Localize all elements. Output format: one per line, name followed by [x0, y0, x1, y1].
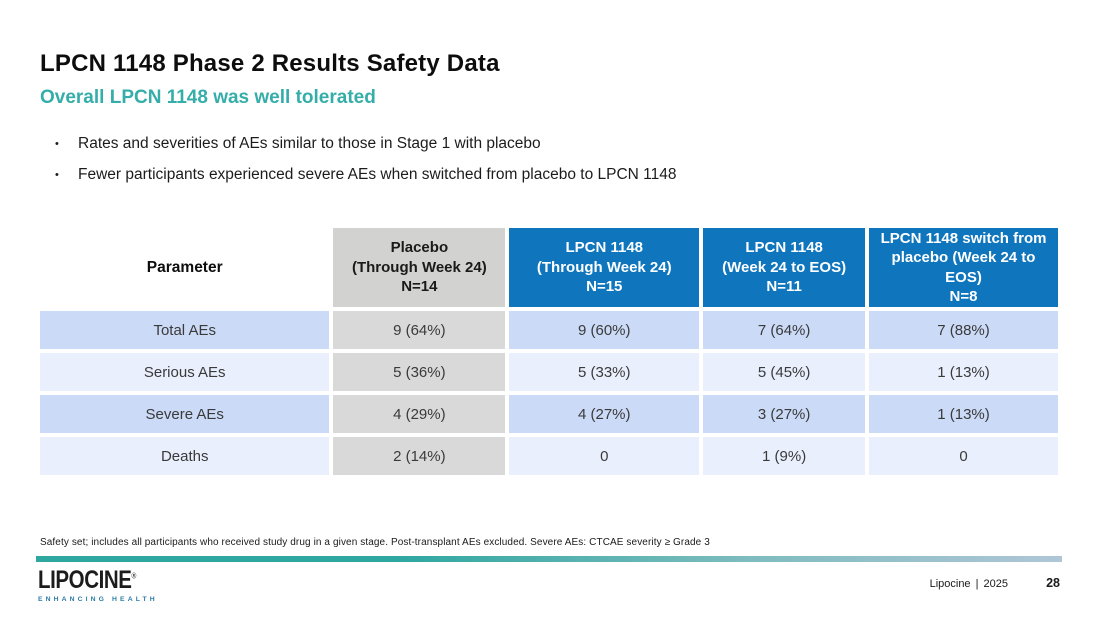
- page-title: LPCN 1148 Phase 2 Results Safety Data: [40, 50, 500, 77]
- bullet-dot-icon: •: [55, 138, 59, 150]
- registered-trademark-icon: ®: [131, 571, 137, 581]
- table-cell: 1 (9%): [701, 435, 868, 477]
- page-number: 28: [1046, 576, 1060, 590]
- table-cell: 2 (14%): [331, 435, 508, 477]
- bullet-text: Fewer participants experienced severe AE…: [78, 166, 677, 183]
- table-row-total-aes: Total AEs 9 (64%) 9 (60%) 7 (64%) 7 (88%…: [38, 309, 1060, 351]
- bullet-item: • Rates and severities of AEs similar to…: [55, 133, 955, 155]
- table-cell: 3 (27%): [701, 393, 868, 435]
- logo-wordmark: LIPOCINE®: [38, 568, 169, 593]
- table-cell: 0: [867, 435, 1060, 477]
- slide-subtitle: Overall LPCN 1148 was well tolerated: [40, 87, 376, 108]
- table-cell: 4 (27%): [507, 393, 702, 435]
- footer-credit: Lipocine | 2025: [929, 578, 1008, 590]
- bullet-list: • Rates and severities of AEs similar to…: [55, 133, 955, 195]
- table-row-serious-aes: Serious AEs 5 (36%) 5 (33%) 5 (45%) 1 (1…: [38, 351, 1060, 393]
- column-header-parameter: Parameter: [38, 226, 332, 309]
- table-cell: 5 (45%): [701, 351, 868, 393]
- accent-divider-bar: [36, 556, 1062, 562]
- table-cell: 5 (36%): [331, 351, 508, 393]
- table-cell: 1 (13%): [867, 351, 1060, 393]
- table-cell: 5 (33%): [507, 351, 702, 393]
- bullet-item: • Fewer participants experienced severe …: [55, 164, 955, 186]
- table-cell: 7 (88%): [867, 309, 1060, 351]
- table-cell: 4 (29%): [331, 393, 508, 435]
- lipocine-logo: LIPOCINE® ENHANCING HEALTH: [38, 568, 198, 604]
- table-cell: 9 (60%): [507, 309, 702, 351]
- safety-results-table: Parameter Placebo (Through Week 24) N=14…: [38, 226, 1060, 477]
- table-header-row: Parameter Placebo (Through Week 24) N=14…: [38, 226, 1060, 309]
- table-row-deaths: Deaths 2 (14%) 0 1 (9%) 0: [38, 435, 1060, 477]
- bullet-dot-icon: •: [55, 169, 59, 181]
- row-label: Deaths: [38, 435, 332, 477]
- footnote: Safety set; includes all participants wh…: [40, 537, 710, 548]
- column-header-lpcn-week24: LPCN 1148 (Through Week 24) N=15: [507, 226, 702, 309]
- table-row-severe-aes: Severe AEs 4 (29%) 4 (27%) 3 (27%) 1 (13…: [38, 393, 1060, 435]
- logo-text: LIPOCINE: [38, 566, 132, 594]
- table-cell: 1 (13%): [867, 393, 1060, 435]
- row-label: Severe AEs: [38, 393, 332, 435]
- bullet-text: Rates and severities of AEs similar to t…: [78, 135, 541, 152]
- table-cell: 7 (64%): [701, 309, 868, 351]
- column-header-lpcn-switch: LPCN 1148 switch from placebo (Week 24 t…: [867, 226, 1060, 309]
- logo-tagline: ENHANCING HEALTH: [38, 596, 158, 603]
- table-cell: 9 (64%): [331, 309, 508, 351]
- column-header-lpcn-eos: LPCN 1148 (Week 24 to EOS) N=11: [701, 226, 868, 309]
- row-label: Total AEs: [38, 309, 332, 351]
- table-cell: 0: [507, 435, 702, 477]
- column-header-placebo: Placebo (Through Week 24) N=14: [331, 226, 508, 309]
- row-label: Serious AEs: [38, 351, 332, 393]
